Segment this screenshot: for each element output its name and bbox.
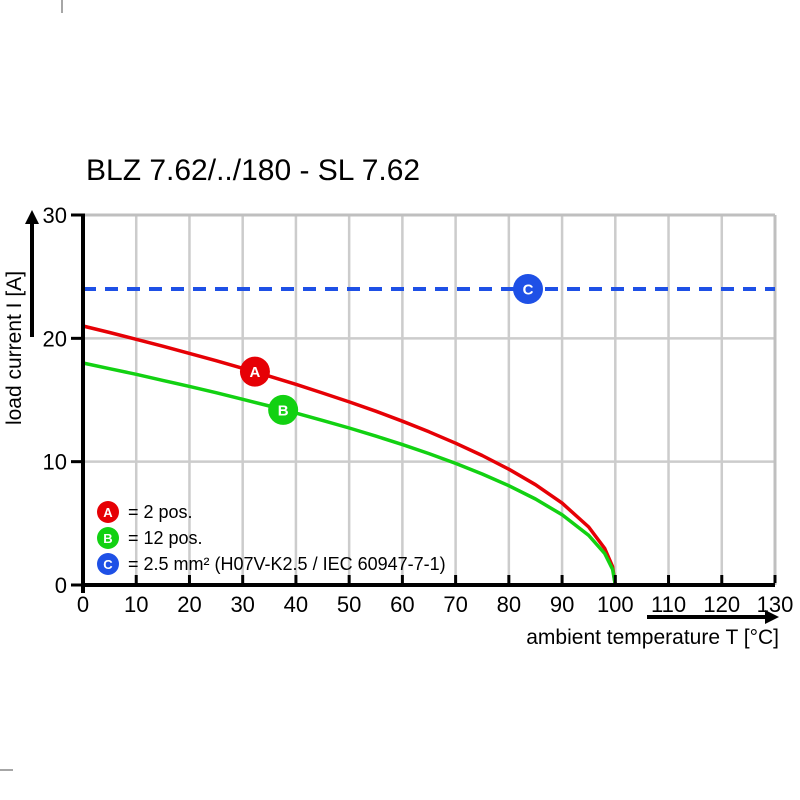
legend-row-b: B = 12 pos. — [97, 527, 446, 549]
x-tick-label-100: 100 — [597, 592, 634, 617]
y-tick-label-10: 10 — [43, 450, 67, 475]
x-tick-label-110: 110 — [651, 592, 686, 617]
y-tick-label-0: 0 — [55, 573, 67, 598]
marker-B-icon — [268, 394, 299, 425]
crop-mark-top — [61, 0, 63, 13]
legend-marker-b-icon: B — [97, 527, 119, 549]
x-tick-label-0: 0 — [77, 592, 89, 617]
x-tick-label-120: 120 — [703, 592, 740, 617]
x-tick-label-30: 30 — [230, 592, 254, 617]
legend: A = 2 pos. B = 12 pos. C = 2.5 mm² (H07V… — [97, 501, 446, 575]
x-tick-label-20: 20 — [177, 592, 201, 617]
y-tick-label-20: 20 — [43, 326, 67, 351]
x-axis-arrow-icon — [647, 615, 765, 619]
legend-label-c: = 2.5 mm² (H07V-K2.5 / IEC 60947-7-1) — [128, 553, 446, 574]
chart-title: BLZ 7.62/../180 - SL 7.62 — [86, 154, 421, 187]
marker-letter-B: B — [278, 402, 289, 419]
legend-marker-a-icon: A — [97, 501, 119, 523]
x-tick-label-60: 60 — [390, 592, 414, 617]
marker-letter-A: A — [250, 364, 261, 381]
marker-letter-C: C — [523, 282, 534, 299]
y-axis-label: load current I [A] — [3, 270, 26, 426]
y-tick-label-30: 30 — [43, 203, 67, 228]
y-axis-arrowhead-icon — [24, 210, 39, 224]
x-tick-label-40: 40 — [284, 592, 308, 617]
legend-row-c: C = 2.5 mm² (H07V-K2.5 / IEC 60947-7-1) — [97, 553, 446, 575]
curve-B — [82, 361, 618, 586]
legend-label-a: = 2 pos. — [128, 501, 193, 522]
marker-A-icon — [239, 356, 270, 387]
y-axis-arrow-icon — [30, 224, 34, 337]
x-axis-arrowhead-icon — [765, 609, 779, 624]
x-axis-label: ambient temperature T [°C] — [526, 626, 779, 649]
curve-A — [82, 324, 618, 586]
x-tick-label-50: 50 — [337, 592, 361, 617]
crop-mark-left — [0, 769, 13, 771]
x-tick-label-10: 10 — [124, 592, 148, 617]
x-tick-label-80: 80 — [497, 592, 521, 617]
x-tick-label-90: 90 — [550, 592, 574, 617]
legend-label-b: = 12 pos. — [128, 527, 203, 548]
marker-C-icon — [513, 274, 544, 304]
legend-row-a: A = 2 pos. — [97, 501, 446, 523]
x-tick-label-70: 70 — [443, 592, 467, 617]
legend-marker-c-icon: C — [97, 553, 119, 575]
